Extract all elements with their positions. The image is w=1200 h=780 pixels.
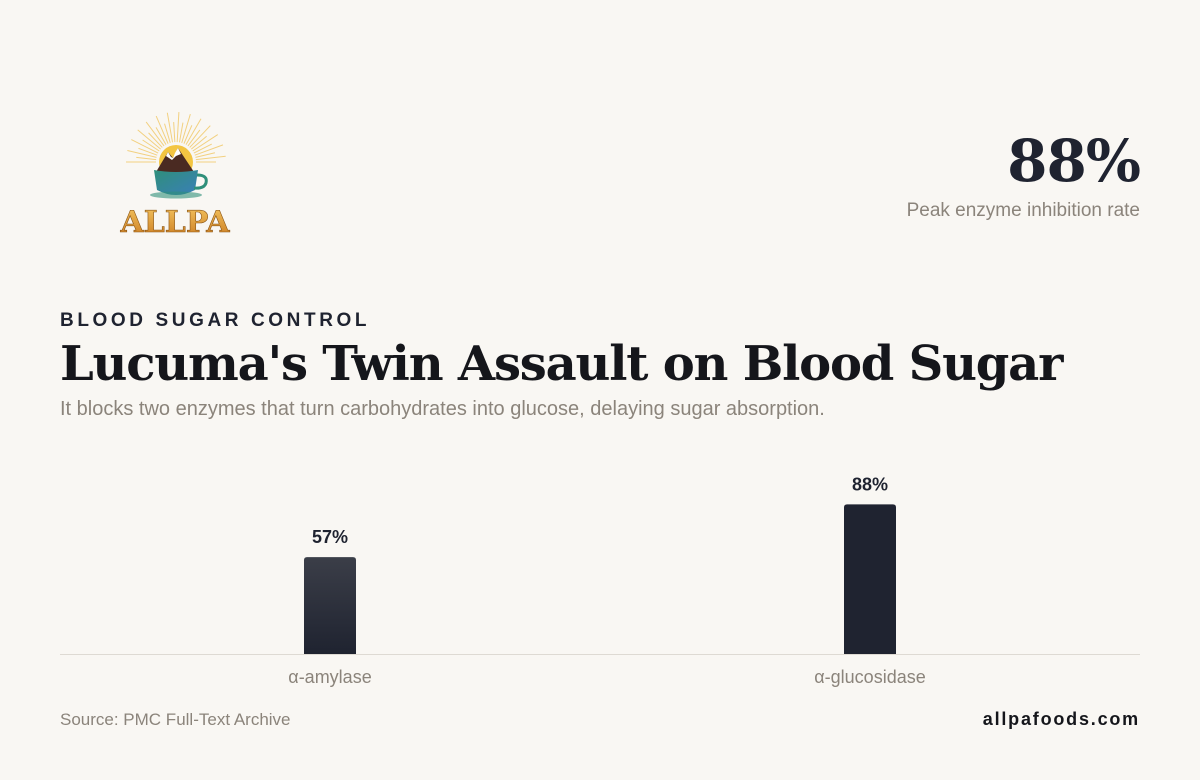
x-tick-label-0: α-amylase xyxy=(288,667,371,687)
stat-value: 88% xyxy=(1007,127,1141,195)
page-title: Lucuma's Twin Assault on Blood Sugar xyxy=(60,336,1063,392)
eyebrow-label: BLOOD SUGAR CONTROL xyxy=(60,310,371,331)
key-stat: 88% Peak enzyme inhibition rate xyxy=(906,127,1141,222)
bar-1 xyxy=(844,504,896,654)
bar-chart: 57% α-amylase 88% α-glucosidase xyxy=(60,455,1140,700)
chart-canvas: 57% α-amylase 88% α-glucosidase xyxy=(60,474,1140,687)
brand-logo: ALLPA xyxy=(110,112,240,242)
bar-0 xyxy=(304,557,356,654)
bar-value-label-0: 57% xyxy=(312,527,348,547)
x-tick-label-1: α-glucosidase xyxy=(814,667,925,687)
sun-mountain-cup-icon: ALLPA xyxy=(119,112,231,240)
logo-wordmark: ALLPA xyxy=(119,205,230,240)
bar-value-label-1: 88% xyxy=(852,474,888,494)
stat-label: Peak enzyme inhibition rate xyxy=(906,200,1140,221)
page-subtitle: It blocks two enzymes that turn carbohyd… xyxy=(60,398,825,420)
site-link[interactable]: allpafoods.com xyxy=(982,709,1140,729)
source-citation: Source: PMC Full-Text Archive xyxy=(60,710,291,729)
